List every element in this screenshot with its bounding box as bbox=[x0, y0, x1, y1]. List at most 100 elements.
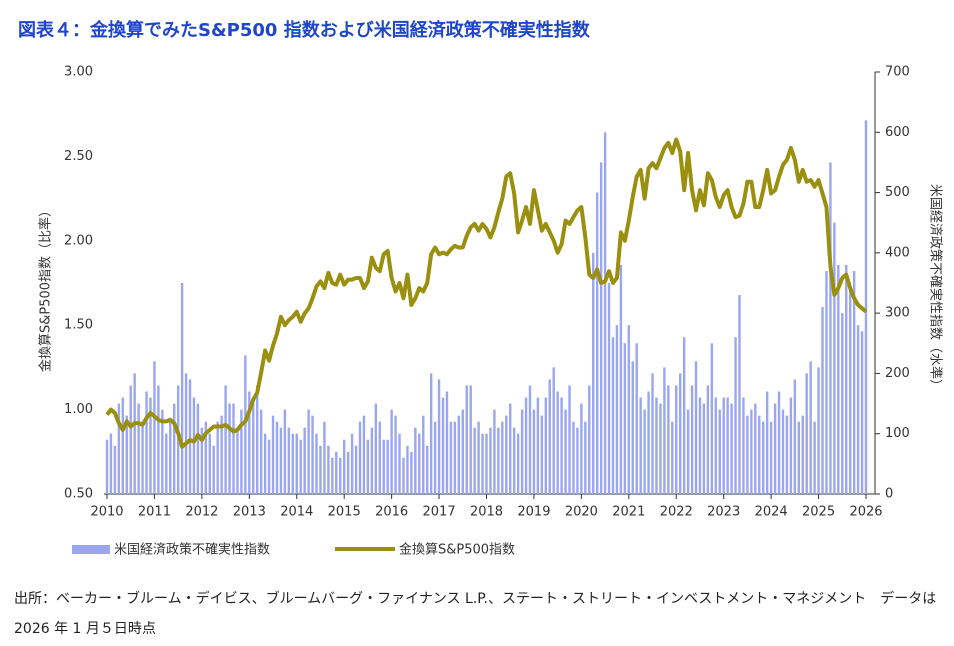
bar bbox=[196, 403, 200, 494]
bar bbox=[414, 427, 417, 494]
bar bbox=[256, 385, 259, 494]
bar bbox=[165, 433, 168, 494]
bar bbox=[291, 433, 294, 494]
bar bbox=[445, 391, 449, 494]
bar bbox=[137, 403, 140, 494]
bar bbox=[734, 337, 737, 494]
bar bbox=[469, 385, 472, 494]
bar bbox=[208, 433, 211, 494]
bar bbox=[580, 403, 583, 494]
bar bbox=[568, 385, 571, 494]
bar bbox=[339, 457, 342, 494]
bar bbox=[117, 403, 121, 494]
bar bbox=[532, 409, 536, 494]
bar bbox=[512, 427, 516, 494]
bar bbox=[263, 433, 267, 494]
bar bbox=[852, 270, 856, 494]
x-tick-label: 2011 bbox=[138, 505, 171, 520]
bar bbox=[509, 403, 512, 494]
bar bbox=[548, 379, 551, 494]
bar bbox=[287, 427, 291, 494]
bar bbox=[149, 397, 152, 494]
bar bbox=[841, 313, 844, 494]
bar bbox=[540, 415, 544, 494]
bar bbox=[599, 162, 603, 494]
bar bbox=[860, 331, 864, 494]
bar bbox=[271, 415, 275, 494]
x-tick-label: 2026 bbox=[849, 505, 882, 520]
bar bbox=[386, 439, 389, 494]
bar bbox=[730, 403, 733, 494]
chart-title: 図表４：金換算でみたS&P500 指数および米国経済政策不確実性指数 bbox=[18, 19, 591, 41]
bar bbox=[694, 361, 698, 494]
bar bbox=[350, 433, 354, 494]
bar bbox=[173, 403, 176, 494]
bar bbox=[153, 361, 156, 494]
bar bbox=[856, 325, 860, 494]
bar bbox=[358, 421, 362, 494]
bar bbox=[342, 439, 346, 494]
bar bbox=[133, 373, 136, 494]
bar bbox=[299, 439, 302, 494]
bar bbox=[702, 403, 706, 494]
x-tick-label: 2024 bbox=[755, 505, 788, 520]
y2-tick-label: 0 bbox=[885, 487, 893, 502]
bar bbox=[588, 385, 591, 494]
bar bbox=[777, 391, 781, 494]
bar bbox=[457, 415, 461, 494]
bar bbox=[698, 397, 702, 494]
bar bbox=[690, 385, 694, 494]
bar bbox=[228, 403, 231, 494]
bar bbox=[805, 373, 808, 494]
bar bbox=[738, 295, 741, 494]
bar bbox=[560, 397, 563, 494]
y-tick-label: 1.00 bbox=[64, 402, 93, 417]
bar bbox=[722, 397, 725, 494]
bar bbox=[366, 439, 370, 494]
bar bbox=[572, 421, 575, 494]
bar bbox=[536, 397, 540, 494]
bar bbox=[655, 397, 658, 494]
bar bbox=[603, 132, 607, 495]
bar bbox=[370, 427, 374, 494]
bar bbox=[675, 385, 678, 494]
x-tick-label: 2019 bbox=[517, 505, 550, 520]
bar bbox=[240, 409, 243, 494]
bar bbox=[429, 373, 433, 494]
bar bbox=[489, 427, 492, 494]
bar bbox=[754, 403, 757, 494]
bar bbox=[232, 403, 235, 494]
y2-tick-label: 500 bbox=[885, 185, 910, 200]
bar bbox=[750, 409, 753, 494]
bar bbox=[481, 433, 484, 494]
bar bbox=[212, 445, 215, 494]
y-tick-label: 0.50 bbox=[64, 487, 93, 502]
bar bbox=[714, 397, 717, 494]
bar bbox=[244, 355, 247, 494]
bar bbox=[374, 403, 378, 494]
bar bbox=[817, 367, 820, 494]
bar bbox=[169, 421, 172, 494]
bar bbox=[718, 409, 721, 494]
x-tick-label: 2014 bbox=[280, 505, 313, 520]
bar bbox=[619, 264, 623, 494]
x-tick-label: 2010 bbox=[90, 505, 123, 520]
bar bbox=[659, 403, 662, 494]
bar bbox=[682, 337, 686, 494]
bar bbox=[461, 409, 464, 494]
bar bbox=[109, 433, 113, 494]
bar bbox=[623, 343, 627, 494]
bar bbox=[453, 421, 457, 494]
bar bbox=[307, 409, 310, 494]
chart: 図表４：金換算でみたS&P500 指数および米国経済政策不確実性指数 金換算S&… bbox=[18, 19, 944, 558]
bar bbox=[180, 283, 184, 494]
y-tick-label: 2.00 bbox=[64, 233, 93, 248]
bar bbox=[762, 421, 765, 494]
bar bbox=[501, 421, 504, 494]
bar bbox=[437, 379, 441, 494]
bar bbox=[449, 421, 453, 494]
bar bbox=[422, 415, 425, 494]
bar bbox=[706, 385, 710, 494]
bar bbox=[607, 283, 611, 494]
bar bbox=[394, 415, 397, 494]
